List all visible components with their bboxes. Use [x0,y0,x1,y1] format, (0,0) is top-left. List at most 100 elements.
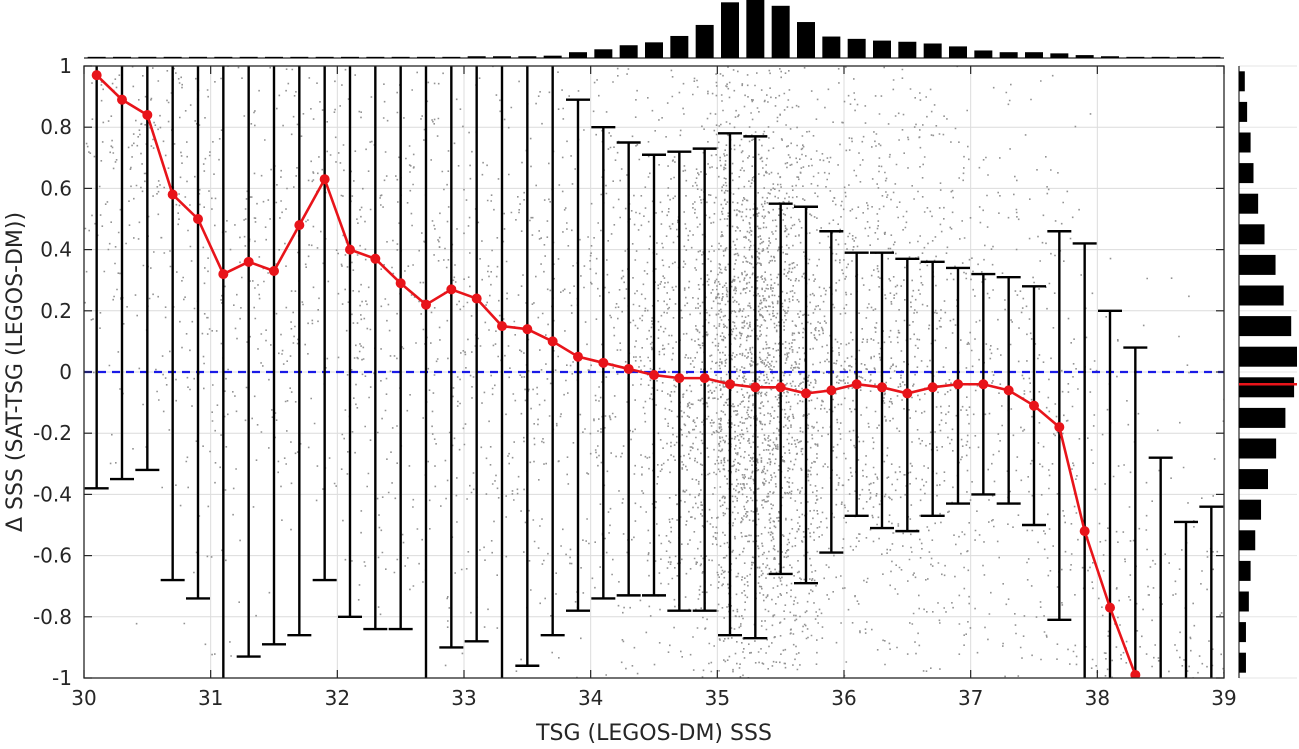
error-bar [1123,346,1148,678]
error-bar [160,66,185,582]
y-axis-label: Δ SSS (SAT-TSG (LEGOS-DM)) [3,212,28,532]
mean-point [446,284,457,295]
top-hist-bar [341,56,359,58]
mean-point [370,253,381,264]
top-hist-bar [847,38,866,58]
y-tick-label: -0.6 [33,544,72,568]
mean-point [978,379,989,390]
right-hist-bar [1239,469,1268,490]
top-hist-bar [163,56,182,58]
mean-point [623,363,634,374]
mean-point [877,382,887,393]
y-tick-label: -0.4 [33,482,72,506]
error-bar [540,66,565,637]
mean-point [117,94,127,105]
mean-point [1130,669,1141,678]
x-tick-label: 38 [1085,686,1110,710]
top-hist-bar [670,35,689,58]
error-bar [515,66,540,667]
mean-point [699,373,710,384]
mean-series [91,70,1141,678]
error-bar [287,66,312,637]
top-hist-bar [189,56,207,58]
top-hist-bar [113,56,131,58]
y-tick-label: 1 [59,54,72,78]
error-bar [1174,520,1198,678]
mean-point [345,244,355,255]
mean-point [826,385,837,396]
top-hist-bar [265,56,283,58]
y-tick-label: -1 [52,666,72,690]
mean-point [801,388,811,399]
right-hist-bar [1239,101,1248,122]
mean-point [1079,526,1090,537]
error-bar [1098,309,1122,678]
mean-point [167,189,178,200]
mean-point [243,256,254,267]
top-hist-bar [974,50,993,58]
right-hist-bar [1239,499,1262,520]
y-tick-label: 0.2 [40,299,72,323]
error-bar [262,66,286,646]
error-bar [1148,456,1173,678]
right-hist-bar [1239,622,1246,643]
mean-point [775,382,786,393]
mean-point [953,379,963,390]
error-bar [186,66,210,600]
top-hist-bar [923,43,942,58]
top-histogram [84,0,1224,59]
right-hist-bar [1239,193,1259,214]
top-hist-bar [417,56,435,58]
top-hist-bar [87,56,106,58]
top-hist-bar [797,22,815,58]
error-bar [1199,505,1224,678]
right-hist-bar [1239,407,1286,428]
mean-point [1029,400,1039,411]
mean-point [547,336,558,347]
error-bar [439,66,464,649]
top-hist-bar [645,42,663,58]
top-hist-bar [695,24,714,58]
top-hist-bar [1075,55,1094,58]
mean-point [725,379,735,390]
top-hist-bar [1025,52,1043,58]
y-tick-label: 0.4 [40,238,72,262]
right-hist-bar [1239,652,1246,673]
right-hist-bar [1239,316,1292,337]
x-tick-label: 39 [1211,686,1236,710]
mean-point [1003,385,1014,396]
x-tick-label: 32 [325,686,350,710]
top-hist-bar [366,56,385,58]
top-hist-bar [721,2,739,59]
top-hist-bar [214,56,233,58]
top-hist-bar [949,46,967,58]
y-tick-label: -0.2 [33,421,72,445]
top-hist-bar [442,56,461,58]
top-hist-bar [518,56,537,58]
top-hist-bar [493,56,511,58]
mean-point [674,373,685,384]
y-tick-label: 0 [59,360,72,384]
mean-point [142,109,153,120]
top-hist-bar [1202,56,1221,58]
mean-point [851,379,862,390]
x-tick-label: 36 [831,686,856,710]
error-bar [84,66,109,490]
error-bar [338,66,362,618]
right-hist-bar [1239,132,1251,153]
x-tick-label: 30 [71,686,96,710]
y-tick-label: 0.6 [40,176,72,200]
mean-point [649,370,659,381]
error-bar [110,66,134,481]
mean-point [750,382,761,393]
top-hist-bar [999,52,1018,58]
right-hist-bar [1239,377,1295,398]
mean-point [91,70,102,81]
right-hist-bar [1239,71,1245,92]
error-bar [363,66,388,631]
mean-point [497,321,507,332]
x-axis-label: TSG (LEGOS-DM) SSS [535,721,772,745]
x-tick-label: 37 [958,686,983,710]
error-bar [1072,242,1097,678]
